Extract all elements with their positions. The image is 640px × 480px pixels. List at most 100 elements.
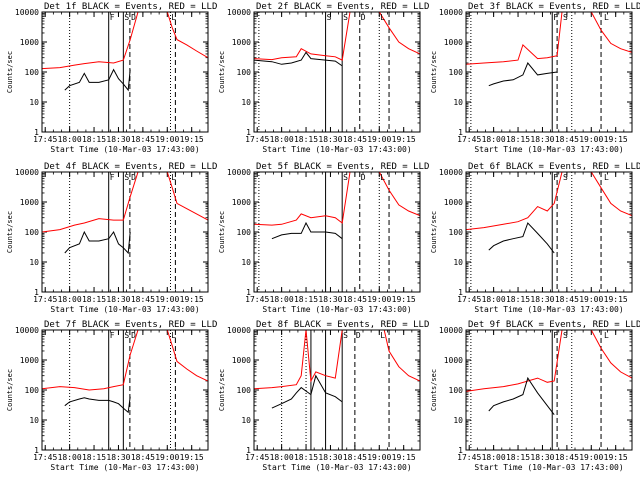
x-axis-label: Start Time (10-Mar-03 17:43:00)	[262, 463, 411, 472]
plot-frame	[253, 329, 421, 451]
x-tick-label: 17:45	[245, 135, 269, 144]
y-axis-label: Counts/sec	[218, 51, 226, 93]
panel-title: Det 4f BLACK = Events, RED = LLD	[44, 162, 217, 172]
x-axis-label: Start Time (10-Mar-03 17:43:00)	[50, 305, 199, 314]
x-tick-label: 18:45	[131, 135, 155, 144]
y-tick-label: 10000	[15, 8, 39, 17]
marker-annotation: D	[131, 13, 136, 22]
marker-annotation: F	[553, 173, 558, 182]
y-tick-label: 10000	[439, 8, 463, 17]
x-tick-label: 19:15	[180, 453, 204, 462]
y-tick-label: 100	[237, 68, 252, 77]
marker-annotation: S	[343, 13, 348, 22]
y-tick-label: 1000	[20, 356, 39, 365]
y-tick-label: 10	[241, 416, 251, 425]
events-series-line	[488, 62, 558, 87]
panel-title: Det 8f BLACK = Events, RED = LLD	[256, 320, 429, 330]
x-tick-label: 18:15	[506, 453, 530, 462]
x-tick-label: 18:30	[106, 295, 130, 304]
marker-annotation: L	[604, 173, 609, 182]
marker-annotation: F	[110, 13, 115, 22]
x-tick-label: 19:00	[579, 453, 603, 462]
x-tick-label: 17:45	[33, 135, 57, 144]
marker-annotation: S	[124, 331, 129, 340]
y-tick-label: 10000	[439, 168, 463, 177]
y-tick-label: 1	[458, 128, 463, 137]
lld-series-line	[466, 12, 632, 65]
x-axis-label: Start Time (10-Mar-03 17:43:00)	[262, 145, 411, 154]
y-tick-label: 10	[29, 98, 39, 107]
panel-det-6: Det 6f BLACK = Events, RED = LLD Counts/s…	[430, 162, 640, 314]
marker-annotation: S	[563, 13, 568, 22]
marker-annotation: D	[361, 13, 366, 22]
marker-annotation: L	[380, 331, 385, 340]
y-tick-label: 1000	[444, 356, 463, 365]
marker-annotation: L	[171, 331, 176, 340]
marker-annotation: L	[171, 173, 176, 182]
x-tick-label: 19:00	[367, 295, 391, 304]
events-series-line	[488, 222, 555, 254]
panel-title: Det 1f BLACK = Events, RED = LLD	[44, 2, 217, 12]
y-tick-label: 100	[25, 228, 40, 237]
marker-annotation: S	[343, 173, 348, 182]
lld-series-line	[42, 12, 208, 70]
y-tick-label: 1000	[232, 198, 251, 207]
y-tick-label: 10000	[227, 326, 251, 335]
x-tick-label: 19:00	[367, 453, 391, 462]
x-tick-label: 19:00	[579, 295, 603, 304]
x-tick-label: 18:30	[530, 295, 554, 304]
x-tick-label: 18:30	[318, 295, 342, 304]
lld-series-line	[254, 330, 420, 390]
x-tick-label: 18:30	[530, 453, 554, 462]
x-tick-label: 18:15	[294, 453, 318, 462]
x-tick-label: 18:30	[318, 453, 342, 462]
x-tick-label: 19:00	[155, 453, 179, 462]
y-tick-label: 100	[449, 68, 464, 77]
x-axis-label: Start Time (10-Mar-03 17:43:00)	[50, 145, 199, 154]
x-tick-label: 19:00	[155, 295, 179, 304]
panel-title: Det 3f BLACK = Events, RED = LLD	[468, 2, 640, 12]
x-tick-label: 19:15	[180, 295, 204, 304]
x-tick-label: 17:45	[457, 295, 481, 304]
events-series-line	[271, 374, 343, 409]
lld-series-line	[466, 330, 632, 392]
y-tick-label: 1	[246, 128, 251, 137]
y-tick-label: 100	[449, 228, 464, 237]
plot-frame	[41, 329, 209, 451]
y-tick-label: 10	[29, 258, 39, 267]
x-tick-label: 18:00	[58, 453, 82, 462]
x-tick-label: 18:15	[294, 295, 318, 304]
x-tick-label: 19:15	[604, 295, 628, 304]
y-tick-label: 1	[34, 446, 39, 455]
marker-annotation: D	[131, 173, 136, 182]
x-tick-label: 18:00	[482, 135, 506, 144]
marker-annotation: S	[563, 331, 568, 340]
x-tick-label: 19:15	[604, 453, 628, 462]
x-tick-label: 18:15	[82, 453, 106, 462]
x-tick-label: 18:45	[131, 295, 155, 304]
panel-det-4: Det 4f BLACK = Events, RED = LLD Counts/s…	[6, 162, 217, 314]
marker-annotation: S	[327, 13, 332, 22]
x-tick-label: 19:00	[155, 135, 179, 144]
x-tick-label: 18:30	[530, 135, 554, 144]
x-tick-label: 19:00	[367, 135, 391, 144]
y-tick-label: 1000	[444, 38, 463, 47]
x-axis-label: Start Time (10-Mar-03 17:43:00)	[474, 463, 623, 472]
marker-annotation: L	[604, 331, 609, 340]
y-tick-label: 1	[246, 288, 251, 297]
marker-annotation: S	[124, 173, 129, 182]
plot-frame	[465, 171, 633, 293]
x-tick-label: 18:00	[58, 135, 82, 144]
x-tick-label: 18:30	[106, 135, 130, 144]
y-axis-label: Counts/sec	[218, 211, 226, 253]
plot-frame	[465, 329, 633, 451]
marker-annotation: S	[124, 13, 129, 22]
panel-title: Det 5f BLACK = Events, RED = LLD	[256, 162, 429, 172]
x-tick-label: 18:15	[294, 135, 318, 144]
panel-title: Det 7f BLACK = Events, RED = LLD	[44, 320, 217, 330]
x-tick-label: 19:15	[180, 135, 204, 144]
x-tick-label: 18:00	[58, 295, 82, 304]
x-axis-label: Start Time (10-Mar-03 17:43:00)	[474, 145, 623, 154]
y-axis-label: Counts/sec	[430, 369, 438, 411]
